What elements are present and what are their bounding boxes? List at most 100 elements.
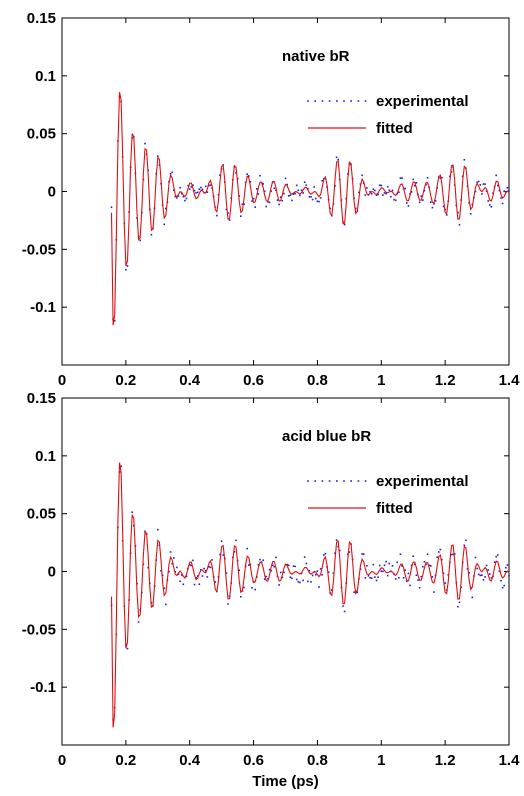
series-point-experimental bbox=[343, 223, 346, 226]
series-point-experimental bbox=[385, 560, 387, 563]
x-tick-label: 0.8 bbox=[307, 752, 328, 769]
series-point-experimental bbox=[335, 539, 338, 541]
series-point-experimental bbox=[305, 562, 308, 565]
series-point-experimental bbox=[506, 187, 509, 189]
series-point-experimental bbox=[287, 195, 290, 197]
series-point-experimental bbox=[414, 184, 416, 187]
series-point-experimental bbox=[375, 579, 378, 582]
series-point-experimental bbox=[362, 553, 365, 555]
series-point-experimental bbox=[406, 580, 408, 582]
series-point-experimental bbox=[465, 539, 467, 542]
series-point-experimental bbox=[334, 552, 336, 554]
series-point-experimental bbox=[487, 569, 489, 571]
series-point-experimental bbox=[195, 192, 197, 194]
series-point-experimental bbox=[219, 174, 221, 176]
series-point-experimental bbox=[388, 189, 391, 192]
series-point-experimental bbox=[394, 578, 397, 580]
series-point-experimental bbox=[206, 576, 209, 578]
series-point-experimental bbox=[294, 565, 296, 568]
series-point-experimental bbox=[412, 555, 414, 557]
series-point-experimental bbox=[382, 570, 384, 573]
series-point-experimental bbox=[308, 569, 311, 572]
series-point-experimental bbox=[273, 187, 276, 190]
series-point-experimental bbox=[377, 193, 379, 196]
series-point-experimental bbox=[192, 184, 194, 186]
series-point-experimental bbox=[410, 191, 413, 193]
series-point-experimental bbox=[297, 581, 300, 583]
series-point-experimental bbox=[198, 583, 201, 585]
series-point-experimental bbox=[436, 556, 438, 558]
series-point-experimental bbox=[310, 196, 312, 198]
series-point-experimental bbox=[458, 223, 461, 226]
series-point-experimental bbox=[386, 574, 389, 577]
legend-swatch-experimental bbox=[314, 480, 316, 482]
series-point-experimental bbox=[433, 591, 435, 593]
series-point-experimental bbox=[182, 195, 185, 198]
series-point-experimental bbox=[431, 206, 434, 209]
series-point-experimental bbox=[367, 575, 370, 577]
series-point-experimental bbox=[307, 580, 309, 583]
series-point-experimental bbox=[299, 194, 301, 197]
series-point-experimental bbox=[295, 184, 298, 187]
series-point-experimental bbox=[295, 578, 298, 581]
series-point-experimental bbox=[327, 571, 330, 573]
series-point-experimental bbox=[361, 174, 363, 177]
series-point-experimental bbox=[200, 186, 202, 189]
series-point-experimental bbox=[177, 573, 180, 575]
series-point-experimental bbox=[185, 197, 188, 200]
series-point-experimental bbox=[263, 578, 266, 580]
series-point-experimental bbox=[163, 587, 165, 589]
series-point-experimental bbox=[182, 583, 185, 586]
series-point-experimental bbox=[271, 564, 274, 567]
series-point-experimental bbox=[445, 214, 448, 216]
y-tick-label: 0 bbox=[48, 184, 56, 201]
series-point-experimental bbox=[348, 551, 351, 553]
series-point-experimental bbox=[356, 591, 359, 594]
series-point-experimental bbox=[225, 572, 228, 574]
series-point-experimental bbox=[318, 200, 320, 203]
series-point-experimental bbox=[165, 603, 167, 606]
y-tick-label: 0.1 bbox=[35, 448, 56, 465]
series-point-experimental bbox=[188, 564, 191, 566]
series-point-experimental bbox=[187, 184, 189, 187]
series-point-experimental bbox=[259, 174, 261, 177]
series-point-experimental bbox=[423, 189, 426, 192]
series-point-experimental bbox=[278, 203, 280, 206]
series-point-experimental bbox=[273, 565, 276, 568]
series-point-experimental bbox=[396, 561, 398, 564]
series-line-fitted bbox=[110, 462, 510, 728]
series-point-experimental bbox=[393, 198, 395, 201]
series-point-experimental bbox=[227, 212, 229, 214]
series-point-experimental bbox=[329, 207, 331, 210]
chart-panel-acid-blue: 0 0.2 0.4 0.6 0.8 1 1.2 1.4 0.15 0.1 0.05 0 -0.05 -0.… bbox=[22, 390, 520, 790]
series-point-experimental bbox=[452, 553, 454, 556]
series-point-experimental bbox=[240, 215, 242, 217]
series-point-experimental bbox=[479, 574, 482, 577]
series-point-experimental bbox=[168, 570, 170, 573]
x-tick-label: 1 bbox=[377, 372, 385, 389]
series-point-experimental bbox=[291, 199, 293, 202]
series-point-experimental bbox=[500, 197, 502, 199]
x-tick-label: 0.2 bbox=[115, 372, 136, 389]
series-point-experimental bbox=[378, 564, 381, 567]
series-point-experimental bbox=[279, 571, 282, 574]
legend-swatch-experimental bbox=[364, 480, 367, 482]
series-point-experimental bbox=[171, 171, 173, 174]
series-point-experimental bbox=[319, 568, 322, 570]
legend-swatch-experimental bbox=[307, 480, 309, 482]
series-point-experimental bbox=[147, 566, 149, 569]
y-tick-label: -0.05 bbox=[22, 241, 56, 258]
legend-label: fitted bbox=[376, 500, 413, 517]
series-point-experimental bbox=[474, 190, 477, 193]
series-point-experimental bbox=[484, 576, 486, 578]
x-tick-label: 0 bbox=[58, 372, 66, 389]
series-point-experimental bbox=[401, 565, 403, 567]
series-point-experimental bbox=[315, 197, 317, 200]
series-point-experimental bbox=[248, 564, 250, 566]
series-point-experimental bbox=[292, 193, 295, 195]
series-point-experimental bbox=[463, 544, 466, 547]
series-point-experimental bbox=[278, 584, 280, 586]
series-point-experimental bbox=[235, 172, 237, 174]
series-point-experimental bbox=[401, 177, 403, 179]
series-point-experimental bbox=[353, 591, 355, 593]
